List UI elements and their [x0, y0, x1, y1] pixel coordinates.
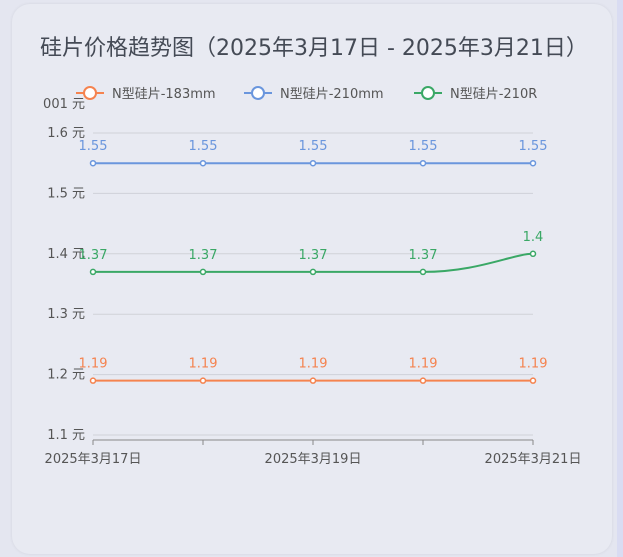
data-label: 1.19 [299, 357, 328, 372]
data-point [89, 377, 97, 384]
legend-marker [83, 86, 97, 100]
y-tick-label: 1.3 元 [47, 307, 85, 322]
data-label: 1.37 [189, 248, 218, 263]
legend-label: N型硅片-210mm [280, 87, 384, 102]
data-point [199, 377, 207, 384]
data-point [199, 268, 207, 276]
data-point [89, 159, 97, 167]
data-label: 1.55 [79, 139, 108, 154]
legend-label: N型硅片-183mm [112, 87, 216, 102]
x-tick-label: 2025年3月21日 [485, 452, 582, 467]
data-label: 1.19 [79, 357, 108, 372]
y-tick-label: 1.4 元 [47, 247, 85, 262]
data-label: 1.37 [299, 248, 328, 263]
data-point [529, 377, 537, 384]
data-point [89, 268, 97, 276]
y-tick-label-clipped: 001 元 [43, 97, 85, 112]
data-label: 1.19 [519, 357, 548, 372]
data-point [199, 159, 207, 167]
window-edge [617, 0, 623, 557]
data-point [529, 159, 537, 167]
data-point [309, 377, 317, 384]
data-label: 1.55 [189, 139, 218, 154]
data-label: 1.55 [519, 139, 548, 154]
x-tick-label: 2025年3月19日 [265, 452, 362, 467]
data-point [529, 250, 537, 258]
y-tick-label: 1.2 元 [47, 368, 85, 383]
data-label: 1.37 [79, 248, 108, 263]
chart-card [12, 4, 612, 554]
x-tick-label: 2025年3月17日 [45, 452, 142, 467]
data-label: 1.37 [409, 248, 438, 263]
y-tick-label: 1.1 元 [47, 428, 85, 443]
data-point [419, 268, 427, 276]
data-label: 1.55 [299, 139, 328, 154]
legend-marker [251, 86, 265, 100]
data-point [309, 159, 317, 167]
data-point [419, 377, 427, 384]
legend-marker [421, 86, 435, 100]
data-label: 1.55 [409, 139, 438, 154]
y-tick-label: 1.6 元 [47, 126, 85, 141]
series-line [93, 252, 534, 273]
chart-title: 硅片价格趋势图（2025年3月17日 - 2025年3月21日） [40, 36, 588, 61]
data-label: 1.19 [189, 357, 218, 372]
y-tick-label: 1.5 元 [47, 186, 85, 201]
data-point [419, 159, 427, 167]
data-label: 1.19 [409, 357, 438, 372]
data-point [309, 268, 317, 276]
legend-label: N型硅片-210R [450, 87, 537, 102]
data-label: 1.4 [523, 230, 544, 245]
